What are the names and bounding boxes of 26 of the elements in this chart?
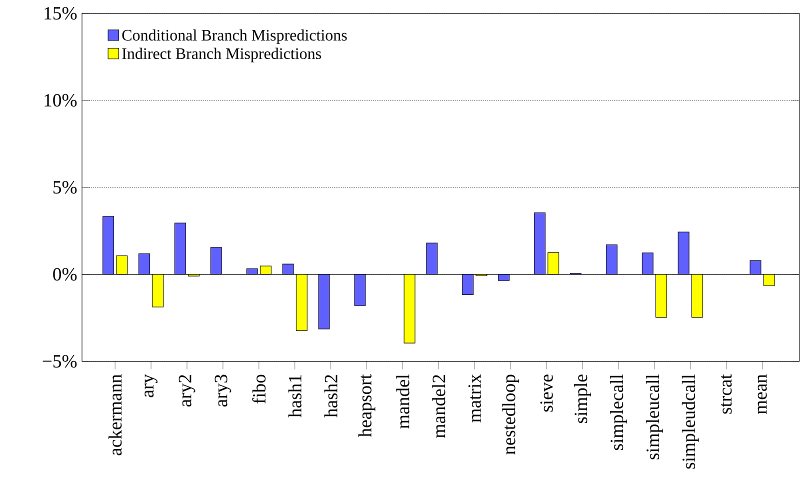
x-tick-label: simplecall [610,374,627,450]
x-tick-label: strcat [720,374,732,414]
x-tick-label: fibo [252,374,266,404]
x-tick-label: mandel [396,374,410,429]
x-tick-label: nestedloop [502,374,520,454]
y-tick-label: 5% [54,180,77,194]
x-tick-label: ary3 [214,374,232,407]
legend-label: Indirect Branch Mispredictions [122,48,321,62]
legend-label: Conditional Branch Mispredictions [122,29,347,44]
x-tick-label: simple [574,374,591,424]
y-tick-label: 0% [53,268,77,281]
y-tick-label: 10% [44,94,77,107]
x-tick-label: sieve [540,374,553,412]
x-tick-label: hash1 [288,375,302,418]
x-tick-label: mandel2 [432,375,446,438]
x-tick-label: hash2 [324,375,338,418]
x-tick-label: simpleudcall [682,374,699,469]
x-tick-label: ary2 [178,375,196,407]
x-tick-label: matrix [468,374,481,422]
x-tick-label: heapsort [358,374,376,438]
y-tick-label: 15% [44,6,77,20]
x-tick-label: ackermann [108,374,122,456]
y-tick-label: −5% [42,354,77,368]
x-tick-label: ary [144,374,158,398]
x-tick-label: mean [758,374,767,414]
x-tick-label: simpleucall [646,374,663,460]
